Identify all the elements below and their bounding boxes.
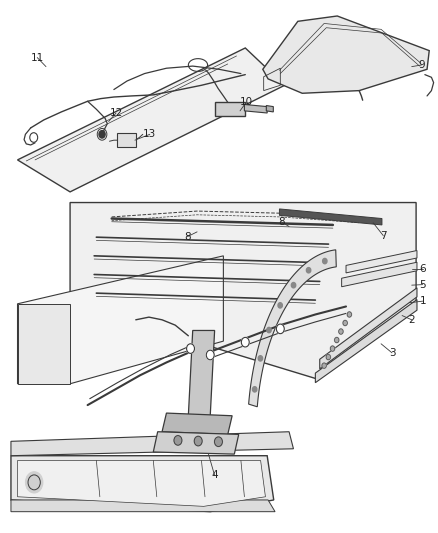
Circle shape xyxy=(291,282,296,288)
Circle shape xyxy=(343,320,347,326)
Circle shape xyxy=(258,356,263,361)
Circle shape xyxy=(252,386,257,392)
Circle shape xyxy=(330,346,335,351)
Polygon shape xyxy=(18,304,70,384)
Polygon shape xyxy=(11,432,293,456)
Polygon shape xyxy=(162,413,232,434)
Text: 3: 3 xyxy=(389,348,396,358)
Circle shape xyxy=(174,435,182,445)
Text: 10: 10 xyxy=(240,98,253,107)
Polygon shape xyxy=(266,106,273,112)
Polygon shape xyxy=(346,251,417,273)
Text: 9: 9 xyxy=(418,60,425,70)
Circle shape xyxy=(335,337,339,343)
Circle shape xyxy=(206,350,214,360)
Text: 2: 2 xyxy=(408,315,415,325)
Polygon shape xyxy=(342,262,417,287)
Polygon shape xyxy=(11,456,274,512)
Circle shape xyxy=(194,436,202,446)
Text: 8: 8 xyxy=(278,217,285,227)
Text: 7: 7 xyxy=(380,231,387,240)
Polygon shape xyxy=(11,500,275,512)
Polygon shape xyxy=(188,330,215,416)
Circle shape xyxy=(326,354,331,360)
Text: 8: 8 xyxy=(184,232,191,241)
Polygon shape xyxy=(18,256,223,384)
Circle shape xyxy=(339,329,343,334)
Polygon shape xyxy=(153,432,239,454)
Polygon shape xyxy=(70,203,416,378)
Circle shape xyxy=(99,131,105,138)
Polygon shape xyxy=(215,102,245,116)
Polygon shape xyxy=(244,104,267,113)
Circle shape xyxy=(267,327,271,333)
Text: 11: 11 xyxy=(31,53,44,62)
Polygon shape xyxy=(263,16,429,93)
Text: 13: 13 xyxy=(143,130,156,139)
Polygon shape xyxy=(279,209,382,225)
Circle shape xyxy=(276,324,284,334)
Circle shape xyxy=(241,337,249,347)
Polygon shape xyxy=(18,48,285,192)
Polygon shape xyxy=(18,461,265,506)
Circle shape xyxy=(322,363,326,368)
Text: 1: 1 xyxy=(419,296,426,306)
Text: 12: 12 xyxy=(110,108,123,118)
Polygon shape xyxy=(315,300,417,383)
Circle shape xyxy=(307,268,311,273)
Text: 4: 4 xyxy=(211,471,218,480)
Text: 5: 5 xyxy=(419,280,426,289)
Polygon shape xyxy=(320,288,417,369)
FancyBboxPatch shape xyxy=(117,133,136,147)
Circle shape xyxy=(323,259,327,264)
Circle shape xyxy=(215,437,223,447)
Circle shape xyxy=(278,303,283,308)
Text: 6: 6 xyxy=(419,264,426,273)
Circle shape xyxy=(347,312,352,317)
Circle shape xyxy=(187,344,194,353)
Polygon shape xyxy=(249,250,336,407)
Circle shape xyxy=(25,472,43,493)
